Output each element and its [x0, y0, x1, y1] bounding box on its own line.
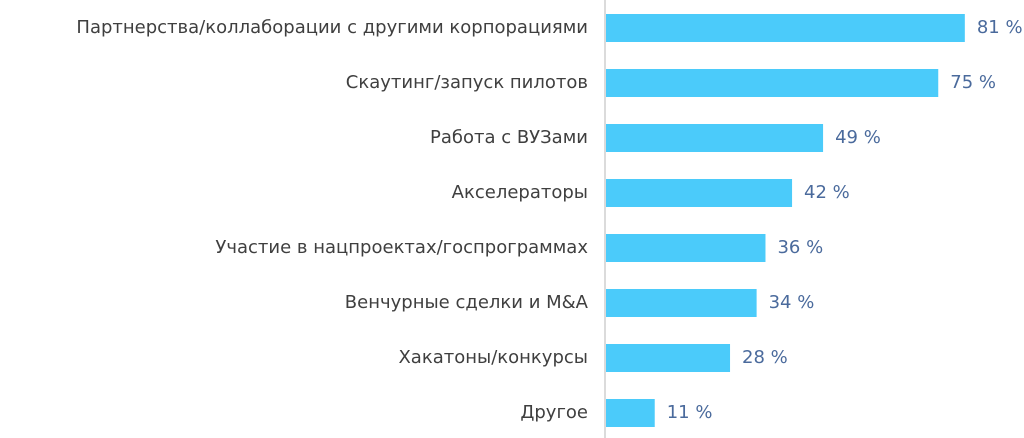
category-label: Другое: [520, 402, 588, 423]
bar: [606, 124, 824, 152]
value-label: 28 %: [742, 347, 788, 368]
category-label: Венчурные сделки и M&A: [345, 292, 589, 313]
bar: [606, 69, 939, 97]
bar: [606, 344, 731, 372]
value-label: 81 %: [977, 17, 1023, 38]
category-label: Хакатоны/конкурсы: [398, 347, 588, 368]
bar: [606, 234, 766, 262]
value-label: 36 %: [777, 237, 823, 258]
value-label: 34 %: [769, 292, 815, 313]
value-label: 11 %: [667, 402, 713, 423]
value-label: 49 %: [835, 127, 881, 148]
category-label: Акселераторы: [452, 182, 588, 203]
category-label: Участие в нацпроектах/госпрограммах: [215, 237, 588, 258]
category-label: Партнерства/коллаборации с другими корпо…: [76, 17, 588, 38]
bar: [606, 179, 793, 207]
bar: [606, 399, 655, 427]
bar: [606, 14, 965, 42]
category-label: Работа с ВУЗами: [430, 127, 588, 148]
bar: [606, 289, 757, 317]
value-label: 42 %: [804, 182, 850, 203]
category-label: Скаутинг/запуск пилотов: [346, 72, 588, 93]
value-label: 75 %: [950, 72, 996, 93]
